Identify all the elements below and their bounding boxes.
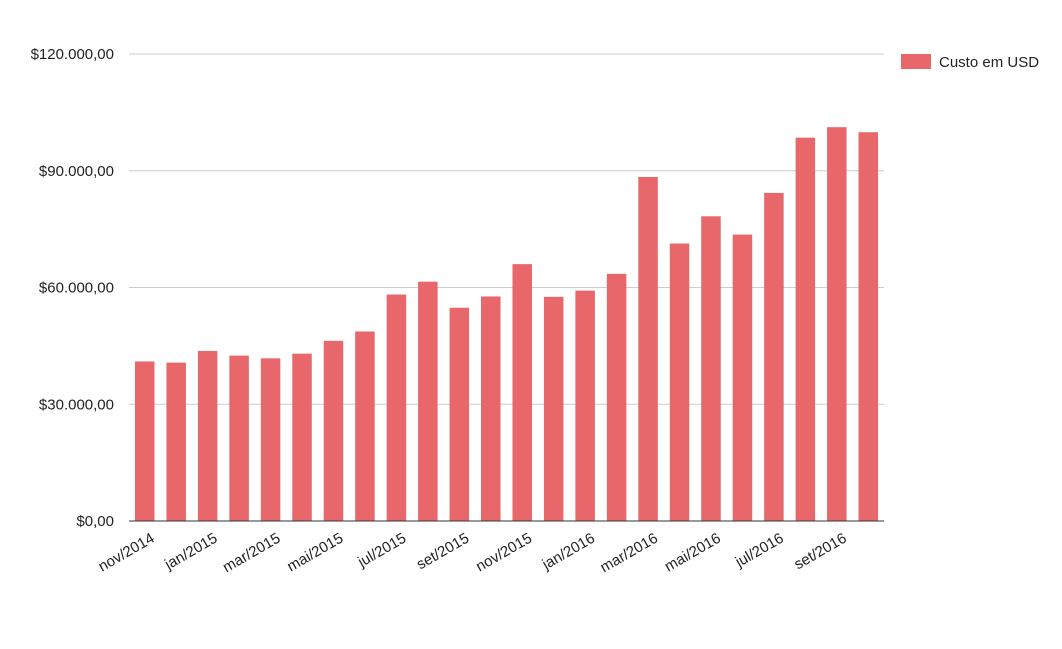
x-tick-label: jul/2016 [732,530,787,571]
bar [512,264,532,521]
x-tick-label: set/2015 [414,530,472,573]
bar [827,127,847,521]
bar [260,358,281,521]
x-tick-label: mar/2015 [220,530,283,576]
bar [669,243,690,521]
y-axis-tick-labels: $0,00 $30.000,00 $60.000,00 $90.000,00 $120.… [31,46,114,530]
bar [701,216,721,521]
bar [638,176,658,521]
bar [543,296,564,521]
bar [166,362,186,521]
x-tick-label: set/2016 [791,530,849,573]
x-tick-label: nov/2014 [96,530,158,576]
y-tick-label: $30.000,00 [39,396,114,413]
x-axis-tick-labels: nov/2014 jan/2015 mar/2015 mai/2015 jul/2015… [96,530,850,576]
bar [858,132,879,521]
x-tick-label: nov/2015 [473,530,535,576]
bar [197,350,218,521]
y-tick-label: $60.000,00 [39,280,114,297]
y-tick-label: $120.000,00 [31,46,114,63]
y-tick-label: $0,00 [76,513,114,530]
gridlines [129,53,884,405]
x-tick-label: mai/2016 [662,530,724,576]
bar [418,281,438,521]
bar [292,353,312,521]
bar [323,340,344,521]
bar [229,355,249,521]
x-tick-label: jul/2015 [354,530,409,571]
legend: Custo em USD [901,54,1039,71]
bar [732,234,753,521]
bar [606,273,627,521]
bars [134,127,879,521]
bar [449,307,470,521]
bar [575,290,595,521]
bar [795,137,816,521]
bar [386,294,407,521]
bar [764,192,784,521]
x-tick-label: mar/2016 [597,530,660,576]
bar [134,361,155,521]
y-tick-label: $90.000,00 [39,163,114,180]
x-tick-label: jan/2015 [161,530,220,574]
legend-label: Custo em USD [939,54,1039,71]
x-tick-label: mai/2015 [284,530,346,576]
bar [355,331,375,521]
legend-swatch [901,54,931,69]
x-tick-label: jan/2016 [539,530,598,574]
bar [481,296,501,521]
